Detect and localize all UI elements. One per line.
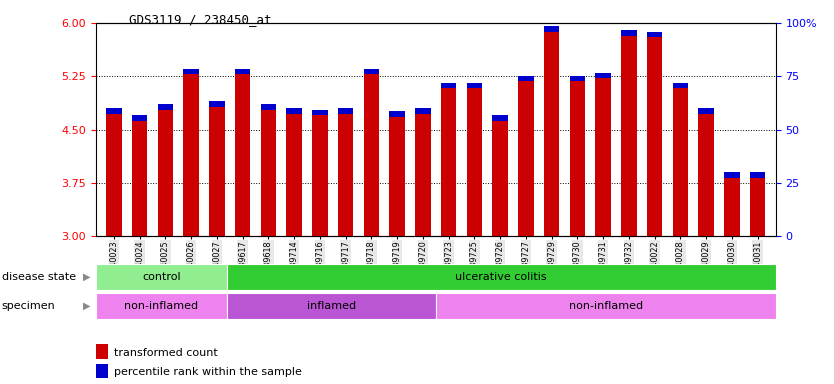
Bar xyxy=(338,114,354,236)
Bar xyxy=(261,104,276,110)
Bar xyxy=(286,114,302,236)
Bar xyxy=(96,293,227,319)
Bar xyxy=(595,73,610,78)
Text: ulcerative colitis: ulcerative colitis xyxy=(455,272,547,282)
Bar xyxy=(364,74,379,236)
Bar xyxy=(227,264,776,290)
Bar xyxy=(235,74,250,236)
Bar xyxy=(132,115,148,121)
Bar xyxy=(621,36,636,236)
Text: non-inflamed: non-inflamed xyxy=(569,301,643,311)
Text: specimen: specimen xyxy=(2,301,55,311)
Bar xyxy=(286,108,302,114)
Bar xyxy=(750,172,766,178)
Bar xyxy=(96,344,108,359)
Bar xyxy=(544,26,560,31)
Bar xyxy=(698,114,714,236)
Bar xyxy=(570,81,585,236)
Bar xyxy=(673,88,688,236)
Text: inflamed: inflamed xyxy=(307,301,356,311)
Bar xyxy=(183,68,198,74)
Bar xyxy=(389,111,404,117)
Bar xyxy=(647,31,662,37)
Text: ▶: ▶ xyxy=(83,272,90,282)
Bar xyxy=(570,76,585,81)
Bar xyxy=(96,364,108,378)
Bar xyxy=(312,110,328,115)
Bar xyxy=(209,107,224,236)
Bar xyxy=(435,293,776,319)
Bar xyxy=(389,117,404,236)
Bar xyxy=(235,68,250,74)
Bar xyxy=(518,76,534,81)
Bar xyxy=(415,114,430,236)
Bar xyxy=(621,30,636,36)
Bar xyxy=(227,293,436,319)
Bar xyxy=(724,172,740,178)
Bar xyxy=(441,83,456,88)
Bar xyxy=(106,108,122,114)
Bar xyxy=(364,68,379,74)
Text: non-inflamed: non-inflamed xyxy=(124,301,198,311)
Bar xyxy=(544,31,560,236)
Bar xyxy=(338,108,354,114)
Bar xyxy=(647,37,662,236)
Text: ▶: ▶ xyxy=(83,301,90,311)
Bar xyxy=(158,104,173,110)
Bar xyxy=(518,81,534,236)
Bar xyxy=(106,114,122,236)
Bar xyxy=(750,178,766,236)
Bar xyxy=(441,88,456,236)
Text: transformed count: transformed count xyxy=(113,348,218,358)
Bar xyxy=(158,110,173,236)
Text: GDS3119 / 238450_at: GDS3119 / 238450_at xyxy=(129,13,272,26)
Bar xyxy=(673,83,688,88)
Bar xyxy=(698,108,714,114)
Bar xyxy=(724,178,740,236)
Bar xyxy=(492,115,508,121)
Bar xyxy=(96,264,227,290)
Bar xyxy=(209,101,224,107)
Bar xyxy=(312,115,328,236)
Bar xyxy=(595,78,610,236)
Bar xyxy=(467,88,482,236)
Text: percentile rank within the sample: percentile rank within the sample xyxy=(113,367,302,377)
Text: control: control xyxy=(142,272,181,282)
Bar xyxy=(415,108,430,114)
Bar xyxy=(467,83,482,88)
Bar xyxy=(183,74,198,236)
Text: disease state: disease state xyxy=(2,272,76,282)
Bar xyxy=(492,121,508,236)
Bar xyxy=(132,121,148,236)
Bar xyxy=(261,110,276,236)
